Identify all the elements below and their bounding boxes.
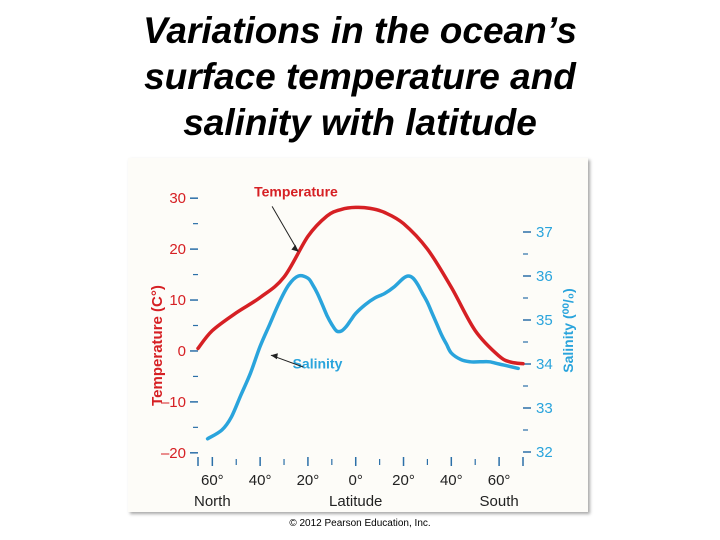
left-tick-label: 0 <box>178 343 186 360</box>
right-axis-title: Salinity (⁰⁰/₀) <box>560 288 576 372</box>
left-tick-label: 10 <box>169 292 186 309</box>
left-tick-label: –10 <box>161 394 186 411</box>
left-tick-label: –20 <box>161 445 186 462</box>
title-line-1: Variations in the ocean’s <box>143 10 577 51</box>
x-tick-label: 40° <box>440 472 463 489</box>
x-tick-label: 0° <box>349 472 363 489</box>
x-axis-title: Latitude <box>329 493 382 510</box>
x-tick-label: 20° <box>297 472 320 489</box>
chart-svg: 30 20 10 0 –10 –20 37 36 35 34 33 32 60° 40° 20° 0° 20° 4… <box>149 183 576 510</box>
temperature-annotation-label: Temperature <box>254 183 338 199</box>
series-line-salinity <box>205 273 520 441</box>
x-label-north: North <box>194 493 231 510</box>
right-tick-label: 33 <box>536 400 553 417</box>
title-line-2: surface temperature and <box>144 56 576 97</box>
chart-panel: 30 20 10 0 –10 –20 37 36 35 34 33 32 60° 40° 20° 0° 20° 4… <box>128 158 588 512</box>
left-tick-label: 30 <box>169 190 186 207</box>
right-tick-label: 35 <box>536 312 553 329</box>
x-tick-label: 20° <box>392 472 415 489</box>
right-tick-label: 32 <box>536 444 553 461</box>
salinity-annotation-arrowhead <box>270 353 278 360</box>
x-tick-label: 60° <box>201 472 224 489</box>
title-line-3: salinity with latitude <box>183 102 537 143</box>
x-label-south: South <box>480 493 519 510</box>
salinity-annotation-label: Salinity <box>293 355 343 371</box>
right-tick-label: 34 <box>536 356 553 373</box>
left-axis-title: Temperature (C°) <box>149 285 166 406</box>
x-tick-label: 60° <box>488 472 511 489</box>
temperature-annotation-arrowhead <box>291 244 299 252</box>
series-line-temperature <box>196 205 525 366</box>
temperature-annotation-leader <box>271 206 299 252</box>
copyright-credit: © 2012 Pearson Education, Inc. <box>289 518 431 529</box>
right-tick-label: 36 <box>536 268 553 285</box>
right-tick-label: 37 <box>536 224 553 241</box>
x-tick-label: 40° <box>249 472 272 489</box>
left-tick-label: 20 <box>169 241 186 258</box>
slide-title: Variations in the ocean’s surface temper… <box>0 8 720 146</box>
